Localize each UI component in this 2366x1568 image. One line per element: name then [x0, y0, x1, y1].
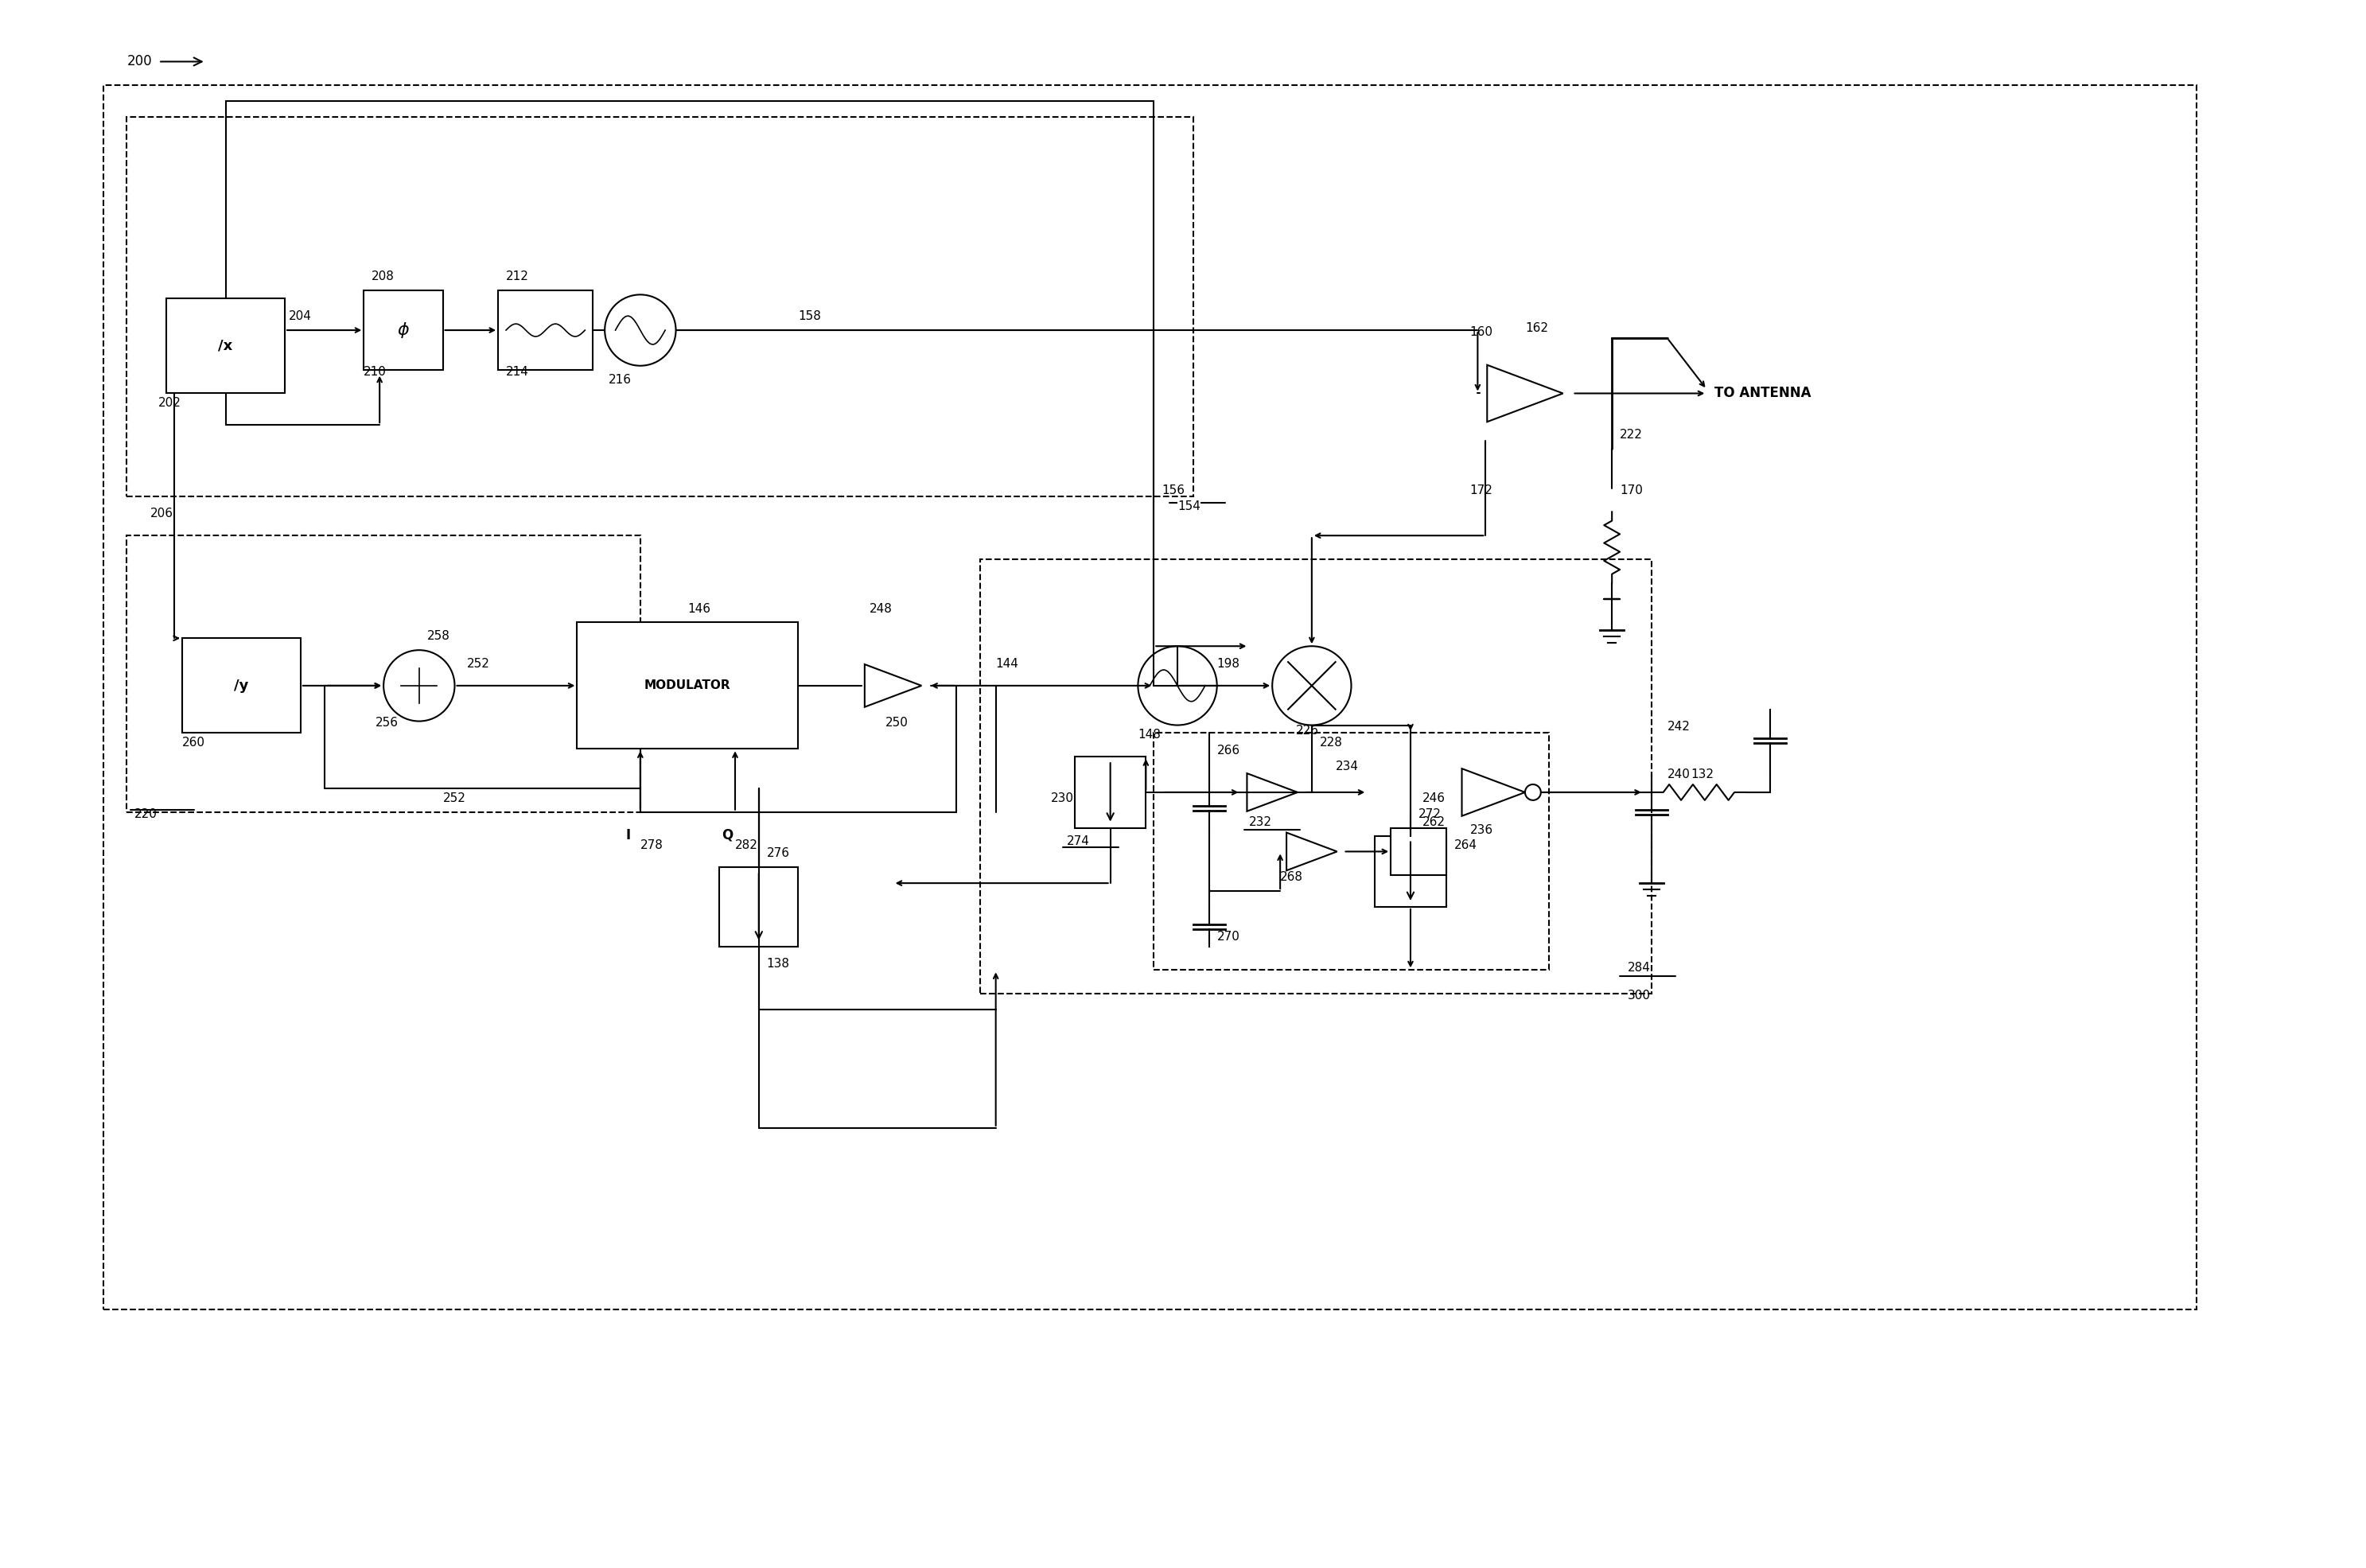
Bar [128, 118, 1192, 495]
Text: Q: Q [722, 828, 733, 842]
Bar [980, 560, 1651, 994]
Text: /x: /x [218, 339, 232, 353]
Text: 170: 170 [1621, 485, 1642, 495]
Text: 172: 172 [1469, 485, 1493, 495]
Text: 242: 242 [1668, 721, 1689, 734]
Text: I: I [627, 828, 632, 842]
Text: 232: 232 [1249, 815, 1271, 828]
Text: 220: 220 [135, 808, 159, 820]
Text: 198: 198 [1216, 659, 1240, 670]
Text: 276: 276 [767, 848, 790, 859]
Text: 282: 282 [736, 839, 757, 851]
Bar [364, 290, 442, 370]
Text: 144: 144 [996, 659, 1020, 670]
Text: 236: 236 [1469, 823, 1493, 836]
Text: 202: 202 [159, 397, 182, 409]
Text: 252: 252 [442, 792, 466, 804]
Text: 234: 234 [1334, 760, 1358, 773]
Text: 200: 200 [128, 55, 151, 69]
Text: 216: 216 [608, 373, 632, 386]
Bar [1074, 757, 1145, 828]
Text: 156: 156 [1162, 485, 1185, 495]
Text: 132: 132 [1692, 768, 1713, 781]
Text: 300: 300 [1628, 989, 1651, 1002]
Text: 162: 162 [1526, 321, 1547, 334]
Text: 262: 262 [1422, 815, 1446, 828]
Text: 154: 154 [1178, 500, 1200, 513]
Bar [499, 290, 594, 370]
Text: 274: 274 [1067, 836, 1091, 848]
Text: 148: 148 [1138, 729, 1162, 742]
Text: 210: 210 [364, 365, 386, 378]
Text: 206: 206 [151, 508, 173, 519]
Text: /y: /y [234, 679, 248, 693]
Text: 146: 146 [689, 602, 710, 615]
Text: 248: 248 [868, 602, 892, 615]
Bar [719, 867, 797, 947]
Text: 284: 284 [1628, 963, 1651, 974]
Text: $\phi$: $\phi$ [397, 320, 409, 340]
Text: 260: 260 [182, 737, 206, 750]
Text: 226: 226 [1297, 724, 1318, 737]
Bar [1155, 734, 1550, 971]
Text: 246: 246 [1422, 792, 1446, 804]
Text: TO ANTENNA: TO ANTENNA [1715, 386, 1812, 400]
Text: 256: 256 [376, 717, 400, 729]
Bar [182, 638, 300, 734]
Text: 222: 222 [1621, 428, 1642, 441]
Text: 250: 250 [885, 717, 909, 729]
Text: MODULATOR: MODULATOR [644, 679, 731, 691]
Text: 240: 240 [1668, 768, 1689, 781]
Text: 252: 252 [466, 659, 490, 670]
Text: 264: 264 [1455, 839, 1476, 851]
Text: 272: 272 [1417, 808, 1441, 820]
Bar [128, 536, 641, 812]
Text: 208: 208 [371, 271, 395, 282]
Bar [1391, 828, 1446, 875]
Bar [577, 622, 797, 750]
Bar [166, 298, 284, 394]
Text: 266: 266 [1216, 745, 1240, 757]
Text: 158: 158 [797, 310, 821, 323]
Text: 212: 212 [506, 271, 530, 282]
Text: 204: 204 [289, 310, 312, 323]
Text: 214: 214 [506, 365, 530, 378]
Text: 138: 138 [767, 958, 790, 971]
Text: 278: 278 [641, 839, 662, 851]
Text: 160: 160 [1469, 326, 1493, 339]
Text: 228: 228 [1320, 737, 1342, 750]
Text: 268: 268 [1280, 872, 1304, 883]
Text: 230: 230 [1051, 792, 1074, 804]
Bar [104, 85, 2196, 1309]
Text: 270: 270 [1216, 930, 1240, 942]
Bar [1375, 836, 1446, 906]
Text: 258: 258 [426, 630, 450, 643]
